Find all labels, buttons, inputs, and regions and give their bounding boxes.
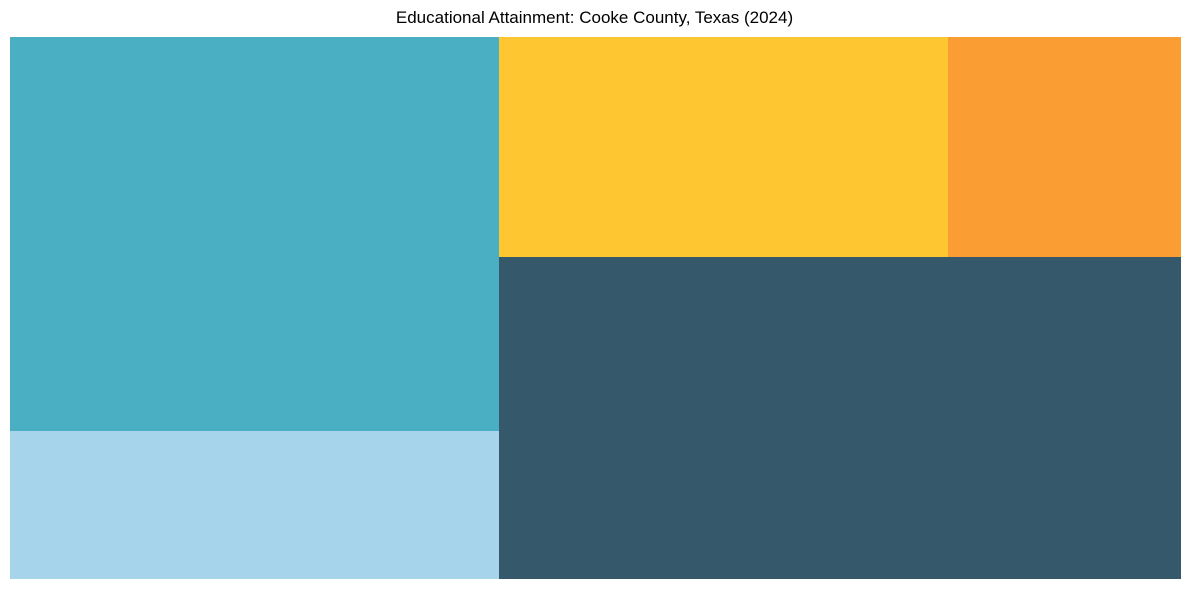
treemap-segment-dark-slate: [499, 256, 1181, 579]
treemap: [10, 37, 1181, 579]
treemap-segment-light-blue: [10, 430, 499, 579]
treemap-segment-yellow: [499, 37, 948, 257]
treemap-segment-orange: [947, 37, 1181, 257]
treemap-segment-teal: [10, 37, 499, 431]
chart-title: Educational Attainment: Cooke County, Te…: [395, 8, 794, 27]
